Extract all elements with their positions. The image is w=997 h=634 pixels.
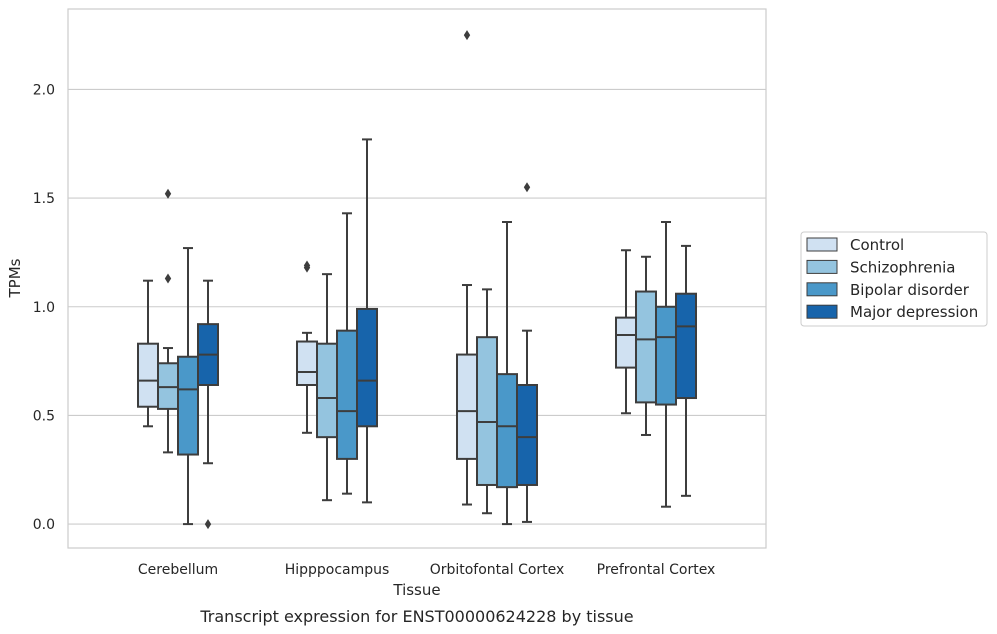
- legend: Control Schizophrenia Bipolar disorder Majo…: [800, 231, 988, 327]
- y-tick-label: 1.0: [33, 300, 55, 316]
- boxes: [137, 30, 697, 530]
- y-tick-label: 1.5: [33, 191, 55, 207]
- legend-swatch: [806, 282, 838, 297]
- x-axis-label: Tissue: [392, 581, 440, 599]
- x-axis-ticks: Cerebellum Hipppocampus Orbitofontal Corte…: [138, 562, 715, 578]
- iqr-box: [137, 342, 159, 408]
- iqr-box: [655, 305, 677, 406]
- legend-label: Bipolar disorder: [850, 281, 970, 299]
- box-control: [615, 249, 637, 415]
- x-tick-label: Hipppocampus: [285, 562, 390, 578]
- y-tick-label: 0.5: [33, 408, 55, 424]
- outlier-marker: [204, 519, 212, 530]
- plot-frame: [67, 8, 767, 549]
- figure-caption: Transcript expression for ENST0000062422…: [199, 607, 633, 626]
- legend-swatch: [806, 259, 838, 274]
- iqr-box: [496, 373, 518, 489]
- y-axis-label: TPMs: [6, 258, 24, 298]
- iqr-box: [296, 340, 318, 386]
- box-bipolar-disorder: [177, 247, 199, 526]
- box-schizophrenia: [476, 288, 498, 515]
- legend-frame: [800, 231, 988, 327]
- iqr-box: [157, 362, 179, 410]
- iqr-box: [615, 316, 637, 369]
- box-bipolar-disorder: [336, 212, 358, 495]
- box-schizophrenia: [316, 273, 338, 502]
- box-schizophrenia: [635, 255, 657, 436]
- legend-label: Control: [850, 236, 904, 254]
- y-tick-label: 0.0: [33, 517, 55, 533]
- box-schizophrenia: [157, 188, 179, 454]
- iqr-box: [476, 336, 498, 486]
- box-control: [296, 260, 318, 434]
- box-major-depression: [356, 138, 378, 504]
- box-control: [456, 30, 478, 506]
- x-tick-label: Cerebellum: [138, 562, 218, 578]
- iqr-box: [356, 307, 378, 428]
- iqr-box: [516, 383, 538, 486]
- legend-swatch: [806, 237, 838, 252]
- y-axis-ticks: 0.0 0.5 1.0 1.5 2.0: [33, 82, 55, 533]
- iqr-box: [336, 329, 358, 460]
- box-bipolar-disorder: [496, 220, 518, 526]
- iqr-box: [456, 353, 478, 460]
- outlier-marker: [164, 188, 172, 199]
- outlier-marker: [463, 30, 471, 41]
- legend-label: Schizophrenia: [850, 258, 955, 276]
- x-tick-label: Orbitofontal Cortex: [430, 562, 565, 578]
- box-control: [137, 279, 159, 428]
- legend-label: Major depression: [850, 303, 978, 321]
- outlier-marker: [523, 182, 531, 193]
- iqr-box: [675, 292, 697, 400]
- outlier-marker: [164, 273, 172, 284]
- iqr-box: [316, 342, 338, 439]
- iqr-box: [177, 355, 199, 456]
- box-major-depression: [516, 182, 538, 523]
- legend-items: Control Schizophrenia Bipolar disorder Majo…: [806, 236, 978, 321]
- iqr-box: [635, 290, 657, 404]
- box-major-depression: [675, 244, 697, 497]
- outlier-marker: [303, 260, 311, 271]
- x-tick-label: Prefrontal Cortex: [597, 562, 716, 578]
- box-bipolar-disorder: [655, 220, 677, 508]
- legend-swatch: [806, 304, 838, 319]
- y-tick-label: 2.0: [33, 82, 55, 98]
- box-major-depression: [197, 279, 219, 530]
